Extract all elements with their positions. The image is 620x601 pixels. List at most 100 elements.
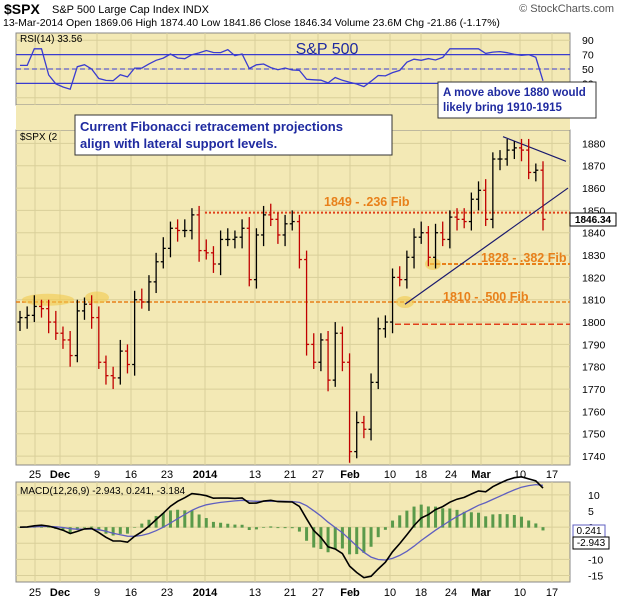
x-axis-tick-label-bottom: 9 (94, 587, 100, 599)
macd-histogram-bar (426, 506, 430, 528)
fib-236-label: 1849 - .236 Fib (324, 195, 410, 209)
header-name: S&P 500 Large Cap Index INDX (52, 4, 210, 16)
header-source: © StockCharts.com (519, 3, 614, 15)
x-axis-tick-label: 9 (94, 469, 100, 481)
x-axis-tick-label: Dec (50, 469, 70, 481)
macd-histogram-bar (369, 527, 373, 547)
header-ohlc: 13-Mar-2014 Open 1869.06 High 1874.40 Lo… (3, 17, 500, 29)
macd-histogram-bar (262, 526, 266, 528)
price-annotation-line-1: Current Fibonacci retracement projection… (80, 119, 343, 134)
macd-histogram-bar (118, 527, 122, 534)
x-axis-tick-label-bottom: 17 (546, 587, 558, 599)
macd-histogram-bar (498, 514, 502, 528)
macd-histogram-bar (168, 510, 172, 528)
macd-histogram-bar (190, 510, 194, 528)
price-axis-tick-label: 1800 (582, 317, 606, 329)
macd-histogram-bar (147, 519, 151, 528)
x-axis-tick-label-bottom: 10 (384, 587, 396, 599)
x-axis-tick-label-bottom: 2014 (193, 587, 218, 599)
price-axis-tick-label: 1870 (582, 161, 606, 173)
macd-histogram-bar (247, 527, 251, 531)
x-axis-tick-label-bottom: 25 (29, 587, 41, 599)
x-axis-tick-label: 13 (249, 469, 261, 481)
macd-histogram-bar (140, 523, 144, 528)
x-axis-tick-label: 27 (312, 469, 324, 481)
x-axis-tick-label-bottom: 10 (514, 587, 526, 599)
price-annotation-box (74, 114, 393, 156)
falling-trendline (502, 136, 567, 162)
macd-histogram-bar (297, 527, 301, 532)
fib-500-label: 1810 - .500 Fib (443, 290, 529, 304)
macd-histogram-bar (419, 504, 423, 528)
price-axis-tick-label: 1760 (582, 406, 606, 418)
macd-histogram-bar (355, 527, 359, 555)
x-axis-tick-label: 10 (384, 469, 396, 481)
x-axis-tick-label: 10 (514, 469, 526, 481)
macd-histogram-bar (219, 522, 223, 528)
macd-histogram-bar (90, 526, 94, 528)
price-axis-tick-label: 1820 (582, 272, 606, 284)
support-highlight (85, 291, 109, 304)
x-axis-tick-label-bottom: 21 (284, 587, 296, 599)
macd-histogram-bar (376, 527, 380, 538)
rsi-axis-tick-label: 70 (582, 50, 594, 62)
price-axis-tick-label: 1790 (582, 339, 606, 351)
rsi-annotation-box (437, 81, 597, 119)
x-axis-tick-label-bottom: 13 (249, 587, 261, 599)
macd-histogram-bar (505, 514, 509, 528)
macd-axis-tick-label: 5 (588, 506, 594, 518)
macd-histogram-bar (484, 516, 488, 528)
macd-histogram-bar (541, 527, 545, 531)
macd-histogram-bar (477, 512, 481, 528)
macd-histogram-bar (104, 527, 108, 534)
macd-histogram-bar (512, 514, 516, 528)
x-axis-tick-label-bottom: 27 (312, 587, 324, 599)
x-axis-tick-label: Mar (471, 469, 491, 481)
macd-histogram-bar (97, 527, 101, 531)
macd-histogram-bar (18, 527, 22, 528)
x-axis-tick-label: 21 (284, 469, 296, 481)
price-axis-tick-label: 1740 (582, 451, 606, 463)
x-axis-tick-label-bottom: 16 (125, 587, 137, 599)
x-axis-tick-label-bottom: Mar (471, 587, 491, 599)
price-axis-tick-label: 1810 (582, 295, 606, 307)
macd-histogram-bar (434, 506, 438, 528)
macd-histogram-bar (312, 527, 316, 548)
macd-histogram-bar (398, 515, 402, 528)
x-axis-tick-label-bottom: Feb (340, 587, 360, 599)
price-axis-tick-label: 1860 (582, 183, 606, 195)
macd-histogram-bar (233, 524, 237, 528)
macd-axis-tick-label: 10 (588, 490, 600, 502)
price-axis-tick-label: 1830 (582, 250, 606, 262)
price-axis-tick-label: 1780 (582, 362, 606, 374)
macd-histogram-bar (283, 527, 287, 529)
price-axis-tick-label: 1770 (582, 384, 606, 396)
rsi-annotation-line-1: A move above 1880 would (443, 87, 586, 99)
macd-histogram-bar (455, 509, 459, 528)
x-axis-tick-label: Feb (340, 469, 360, 481)
macd-histogram-bar (362, 527, 366, 553)
macd-histogram-bar (441, 508, 445, 528)
macd-histogram-bar (82, 526, 86, 528)
x-axis-tick-label-bottom: 18 (415, 587, 427, 599)
macd-histogram-bar (448, 508, 452, 528)
rsi-label: RSI(14) 33.56 (20, 34, 83, 45)
macd-histogram-bar (527, 520, 531, 528)
macd-histogram-bar (204, 518, 208, 528)
x-axis-tick-label: 24 (445, 469, 457, 481)
fib-382-label: 1828 - .382 Fib (481, 251, 567, 265)
macd-histogram-bar (125, 527, 129, 534)
macd-value-tag (572, 536, 610, 550)
rising-trendline (404, 187, 569, 305)
x-axis-tick-label: 25 (29, 469, 41, 481)
macd-histogram-bar (305, 527, 309, 541)
macd-histogram-bar (61, 527, 65, 531)
last-value-text: 1846.34 (575, 215, 612, 226)
macd-histogram-bar (462, 511, 466, 528)
macd-histogram-bar (391, 520, 395, 528)
macd-histogram-bar (154, 516, 158, 528)
macd-histogram-bar (469, 512, 473, 528)
rsi-axis-tick-label: 90 (582, 35, 594, 47)
macd-signal-value: 0.241 (576, 526, 601, 537)
